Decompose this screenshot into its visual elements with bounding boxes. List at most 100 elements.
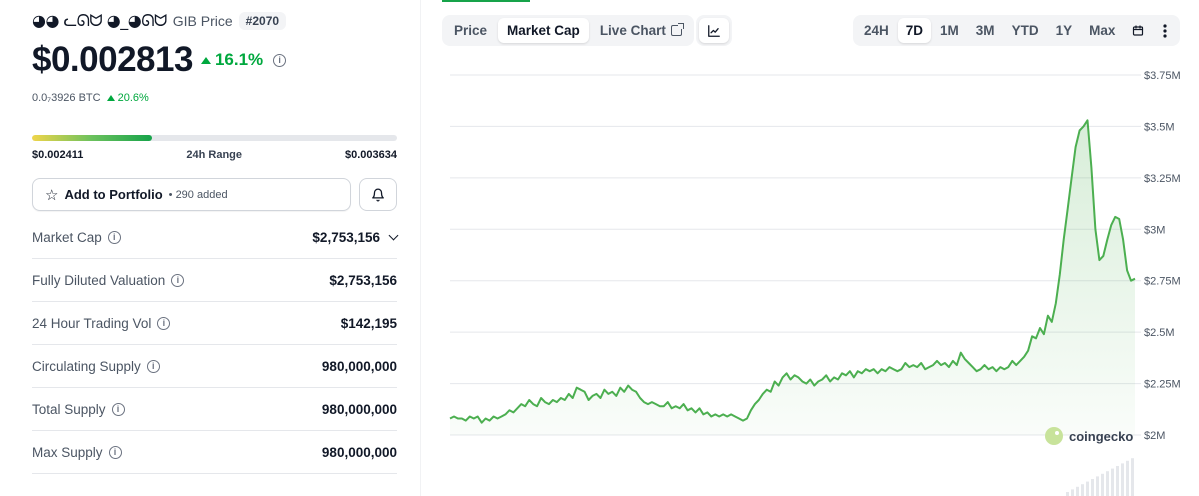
y-tick-label: $3M (1144, 224, 1165, 236)
stat-label-text: Market Cap (32, 229, 102, 245)
range-tab-7d[interactable]: 7D (897, 18, 932, 43)
price-row: $0.002813 16.1% i (32, 40, 287, 80)
coin-overview-panel: ◕◕ ᓚᘏᗢ ◕_◕ᘏᗢ GIB Price #2070 $0.002813 1… (0, 0, 420, 496)
calendar-button[interactable] (1124, 18, 1152, 43)
panel-divider (420, 0, 421, 496)
add-to-portfolio-button[interactable]: ☆ Add to Portfolio • 290 added (32, 178, 351, 211)
market-cap-chart: $3.75M $3.5M $3.25M $3M $2.75M $2.5M $2.25M $2M… (449, 70, 1181, 496)
volume-bar (1091, 479, 1094, 496)
tab-live-chart[interactable]: Live Chart (591, 18, 691, 43)
range-tab-1m[interactable]: 1M (932, 18, 967, 43)
stat-label: Max Supply i (32, 445, 122, 460)
stats-table: Market Cap i $2,753,156 Fully Diluted Valua… (32, 216, 399, 474)
range-label: 24h Range (186, 149, 243, 161)
tab-market-cap[interactable]: Market Cap (498, 18, 589, 43)
volume-bar (1081, 484, 1084, 496)
stat-label: Circulating Supply i (32, 359, 160, 374)
up-arrow-icon (200, 56, 211, 64)
stat-label: Total Supply i (32, 402, 125, 417)
stat-value-text: $2,753,156 (312, 229, 380, 245)
series-line[interactable] (449, 119, 1136, 424)
chevron-down-icon[interactable] (388, 230, 399, 240)
info-icon[interactable]: i (108, 445, 122, 459)
range-high: $0.003634 (345, 149, 397, 161)
range-tab-3m[interactable]: 3M (968, 18, 1003, 43)
stat-value-text: 980,000,000 (321, 358, 397, 374)
volume-bar (1101, 473, 1104, 496)
coingecko-logo-eye (1055, 431, 1059, 435)
price-change-value: 16.1% (214, 50, 264, 69)
stat-row: 24 Hour Trading Vol i $142,195 (32, 302, 397, 345)
stat-row: Fully Diluted Valuation i $2,753,156 (32, 259, 397, 302)
stat-value: $2,753,156 (329, 273, 397, 288)
y-tick-label: $2.5M (1144, 327, 1175, 339)
info-icon[interactable]: i (157, 316, 171, 330)
info-icon[interactable]: i (273, 53, 287, 67)
stat-label-text: Max Supply (32, 444, 103, 460)
price-alert-button[interactable] (359, 178, 397, 211)
y-tick-label: $2.25M (1144, 379, 1181, 391)
range-tab-label: Max (1089, 23, 1116, 38)
calendar-icon (1133, 25, 1144, 36)
stat-value: 980,000,000 (322, 359, 397, 374)
info-icon[interactable]: i (107, 230, 121, 244)
volume-bar (1106, 471, 1109, 496)
volume-bar (1126, 460, 1129, 496)
coin-logo: ◕◕ ᓚᘏᗢ ◕_◕ᘏᗢ (32, 11, 167, 30)
volume-bar (1131, 458, 1134, 496)
stat-row: Max Supply i 980,000,000 (32, 431, 397, 474)
range-tab-label: 3M (975, 23, 995, 38)
more-vertical-icon (1163, 23, 1167, 38)
time-range-selector: 24H 7D 1M 3M YTD 1Y Max (853, 15, 1181, 46)
btc-price-row: 0.0₇3926 BTC 20.6% (32, 92, 149, 104)
btc-change-value: 20.6% (117, 92, 149, 104)
active-section-indicator (442, 0, 530, 2)
up-arrow-icon (106, 95, 115, 101)
line-chart-icon (708, 24, 720, 37)
range-tab-label: 7D (905, 23, 924, 38)
range-tab-ytd[interactable]: YTD (1004, 18, 1047, 43)
chart-type-inner (699, 18, 729, 43)
volume-bar (1116, 466, 1119, 496)
chart-type-button[interactable] (696, 15, 732, 46)
tab-price[interactable]: Price (445, 18, 496, 43)
coingecko-logo-icon (1045, 427, 1063, 445)
info-icon[interactable]: i (146, 359, 160, 373)
y-tick-label: $3.5M (1144, 121, 1175, 133)
coingecko-watermark: coingecko (1045, 427, 1133, 445)
range-tab-label: 1M (940, 23, 959, 38)
y-tick-label: $2M (1144, 430, 1165, 442)
stat-row[interactable]: Market Cap i $2,753,156 (32, 216, 399, 259)
tab-label: Live Chart (599, 23, 666, 38)
watermark-text: coingecko (1069, 429, 1133, 444)
range-tab-1y[interactable]: 1Y (1048, 18, 1081, 43)
y-tick-label: $2.75M (1144, 276, 1181, 288)
more-options-button[interactable] (1153, 18, 1177, 43)
info-icon[interactable]: i (111, 402, 125, 416)
volume-bar (1076, 486, 1079, 496)
stat-value: $2,753,156 (312, 229, 399, 245)
stat-label-text: 24 Hour Trading Vol (32, 315, 152, 331)
range-24h-bar (32, 135, 397, 141)
stat-value: 980,000,000 (322, 445, 397, 460)
stat-value-text: $2,753,156 (329, 272, 397, 288)
range-low: $0.002411 (32, 149, 84, 161)
stat-label-text: Circulating Supply (32, 358, 141, 374)
range-tab-24h[interactable]: 24H (856, 18, 897, 43)
bell-icon (372, 188, 384, 201)
stat-label-text: Total Supply (32, 401, 106, 417)
info-icon[interactable]: i (171, 273, 185, 287)
volume-bar (1086, 481, 1089, 496)
price-change-24h: 16.1% i (200, 50, 287, 70)
stat-row: Circulating Supply i 980,000,000 (32, 345, 397, 388)
stat-label: Market Cap i (32, 230, 121, 245)
stat-value-text: $142,195 (340, 315, 397, 331)
volume-bar (1111, 468, 1114, 496)
stat-value-text: 980,000,000 (321, 401, 397, 417)
stat-row: Total Supply i 980,000,000 (32, 388, 397, 431)
range-tab-max[interactable]: Max (1081, 18, 1123, 43)
series-area (450, 120, 1135, 436)
volume-bar (1071, 489, 1074, 496)
btc-change: 20.6% (106, 92, 149, 104)
rank-badge: #2070 (238, 12, 287, 30)
